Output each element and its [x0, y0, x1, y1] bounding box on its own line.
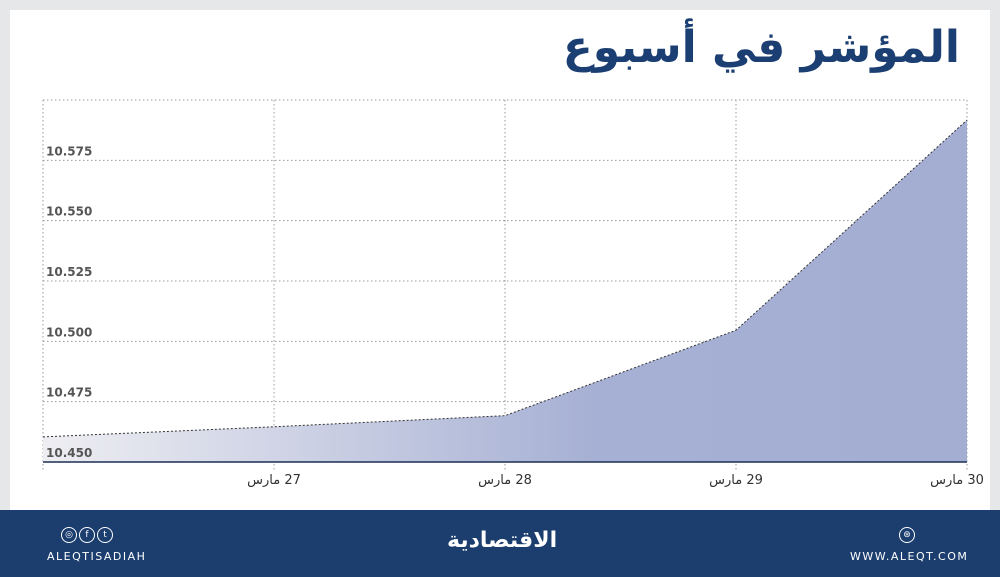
- y-tick-label: 10.575: [46, 144, 92, 158]
- y-tick-label: 10.450: [46, 446, 92, 460]
- social-icons: ◎ f t: [60, 522, 114, 543]
- y-tick-label: 10.525: [46, 265, 92, 279]
- y-tick-label: 10.475: [46, 386, 92, 400]
- website-link[interactable]: WWW.ALEQT.COM: [850, 550, 969, 563]
- chart-title: المؤشر في أسبوع: [562, 22, 960, 73]
- series-line: [42, 119, 968, 438]
- area-chart: 10.450 10.475 10.500 10.525 10.550 10.575 27 م…: [42, 99, 984, 488]
- logo: الاقتصادية: [447, 528, 558, 553]
- x-tick-label: 30 مارس: [930, 473, 984, 488]
- instagram-icon[interactable]: ◎: [61, 527, 77, 543]
- x-tick-label: 28 مارس: [478, 473, 532, 488]
- web-icon[interactable]: ⊛: [899, 527, 915, 543]
- x-tick-label: 29 مارس: [709, 473, 763, 488]
- y-tick-label: 10.550: [46, 205, 92, 219]
- web-icon-wrap: ⊛: [898, 522, 916, 543]
- social-handle[interactable]: ALEQTISADIAH: [47, 550, 147, 563]
- x-tick-label: 27 مارس: [247, 473, 301, 488]
- facebook-icon[interactable]: f: [79, 527, 95, 543]
- twitter-icon[interactable]: t: [97, 527, 113, 543]
- area-fill: [43, 120, 967, 462]
- y-tick-label: 10.500: [46, 325, 92, 339]
- footer: ◎ f t ALEQTISADIAH الاقتصادية ⊛ WWW.ALEQT.…: [0, 510, 1000, 577]
